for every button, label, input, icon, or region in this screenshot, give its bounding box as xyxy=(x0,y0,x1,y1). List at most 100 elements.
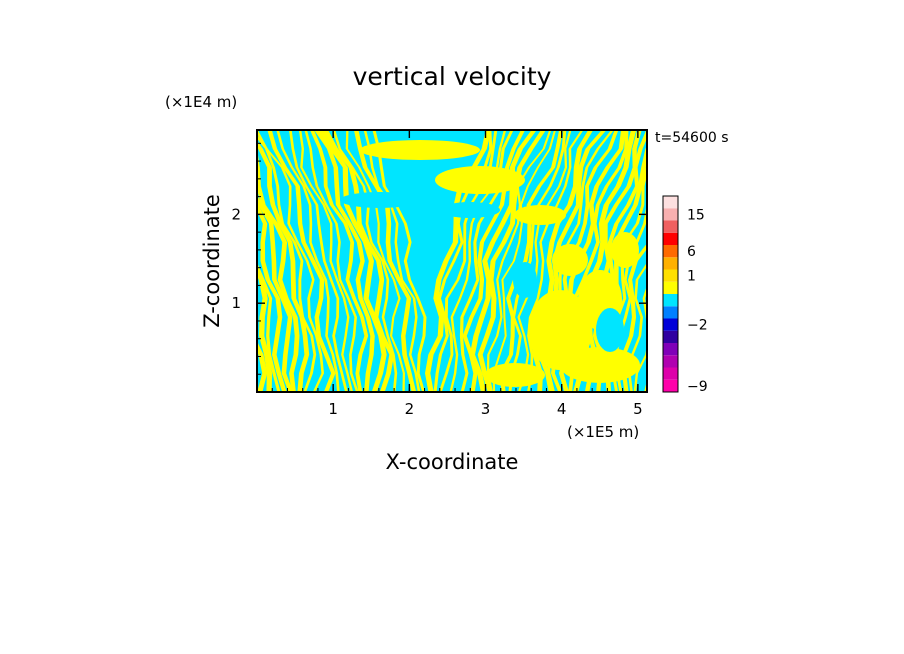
positive-patch xyxy=(435,166,525,194)
positive-band xyxy=(353,130,417,392)
positive-band xyxy=(314,130,375,392)
positive-band xyxy=(323,130,395,392)
positive-band xyxy=(459,130,514,392)
x-unit-label: (×1E5 m) xyxy=(567,423,639,441)
positive-band xyxy=(289,130,348,392)
positive-band xyxy=(633,285,647,392)
positive-band xyxy=(469,130,537,392)
positive-patch xyxy=(552,244,588,276)
colorbar-label: −2 xyxy=(687,318,708,334)
positive-band xyxy=(729,130,785,392)
positive-band xyxy=(123,130,189,392)
positive-band xyxy=(710,130,770,392)
positive-band xyxy=(608,165,647,392)
positive-band xyxy=(438,130,498,392)
positive-band xyxy=(537,130,607,392)
colorbar-segment xyxy=(663,306,678,319)
positive-band xyxy=(55,130,121,392)
positive-band xyxy=(257,148,300,392)
positive-band xyxy=(741,130,807,392)
positive-band xyxy=(573,130,637,392)
positive-band xyxy=(257,140,310,392)
positive-band xyxy=(140,130,204,392)
colorbar-label: 15 xyxy=(687,207,705,223)
colorbar-segment xyxy=(663,269,678,282)
colorbar-segment xyxy=(663,294,678,307)
x-tick-label: 5 xyxy=(633,400,643,418)
positive-band xyxy=(762,130,824,392)
positive-band xyxy=(532,130,594,392)
positive-patch xyxy=(514,205,566,225)
chart-title: vertical velocity xyxy=(353,62,552,91)
colorbar-label: 1 xyxy=(687,269,696,285)
colorbar: −9 −2 1 6 15 xyxy=(662,195,708,395)
positive-band xyxy=(517,130,572,392)
positive-band xyxy=(674,130,738,392)
positive-band xyxy=(688,130,753,392)
positive-band xyxy=(702,130,763,392)
positive-band xyxy=(267,130,336,392)
x-axis-label: X-coordinate xyxy=(386,450,519,474)
negative-patch xyxy=(513,262,537,298)
negative-patch xyxy=(596,308,624,352)
positive-band xyxy=(110,130,173,392)
positive-band xyxy=(133,130,201,392)
positive-band xyxy=(696,130,758,392)
colorbar-frame xyxy=(662,195,679,393)
positive-band xyxy=(257,202,287,392)
positive-band xyxy=(257,341,268,392)
y-axis-label: Z-coordinate xyxy=(200,194,224,328)
colorbar-segment xyxy=(663,343,678,356)
colorbar-segment xyxy=(663,330,678,343)
positive-band xyxy=(681,130,749,392)
positive-band xyxy=(746,130,816,392)
plot-frame xyxy=(256,129,648,393)
colorbar-segment xyxy=(663,257,678,270)
positive-band xyxy=(592,130,647,392)
y-tick-label: 2 xyxy=(231,205,241,223)
positive-band xyxy=(425,130,491,392)
x-tick-label: 4 xyxy=(557,400,567,418)
positive-patch xyxy=(560,347,640,383)
colorbar-segment xyxy=(663,245,678,258)
positive-patch xyxy=(611,232,639,268)
positive-band xyxy=(115,130,182,392)
x-axis: 1 2 3 4 5 xyxy=(271,130,643,418)
y-tick-label: 1 xyxy=(231,294,241,312)
positive-band xyxy=(257,262,281,392)
positive-patch xyxy=(360,140,480,160)
positive-band xyxy=(74,130,137,392)
positive-band xyxy=(318,130,387,392)
x-tick-label: 3 xyxy=(481,400,491,418)
positive-band xyxy=(621,243,647,392)
positive-band xyxy=(769,130,830,392)
positive-band xyxy=(64,130,132,392)
colorbar-segment xyxy=(663,318,678,331)
positive-band xyxy=(93,130,155,392)
positive-band xyxy=(735,130,798,392)
negative-patch xyxy=(340,192,420,208)
velocity-field xyxy=(48,130,830,392)
y-unit-label: (×1E4 m) xyxy=(165,93,237,111)
positive-band xyxy=(105,130,163,392)
positive-band xyxy=(477,130,546,392)
y-axis: 12 xyxy=(231,142,647,375)
colorbar-segment xyxy=(663,281,678,294)
colorbar-label: 6 xyxy=(687,244,696,260)
x-tick-label: 2 xyxy=(405,400,415,418)
positive-band xyxy=(257,263,273,392)
positive-band xyxy=(597,146,647,392)
negative-patch xyxy=(440,202,500,218)
positive-patch xyxy=(528,290,592,370)
colorbar-segment xyxy=(663,232,678,245)
positive-band xyxy=(449,130,507,392)
colorbar-segment xyxy=(663,355,678,368)
colorbar-segment xyxy=(663,196,678,209)
colorbar-label: −9 xyxy=(687,379,708,395)
positive-band xyxy=(433,130,493,392)
colorbar-segment xyxy=(663,208,678,221)
positive-band xyxy=(363,130,421,392)
positive-band xyxy=(86,130,146,392)
positive-band xyxy=(48,130,112,392)
